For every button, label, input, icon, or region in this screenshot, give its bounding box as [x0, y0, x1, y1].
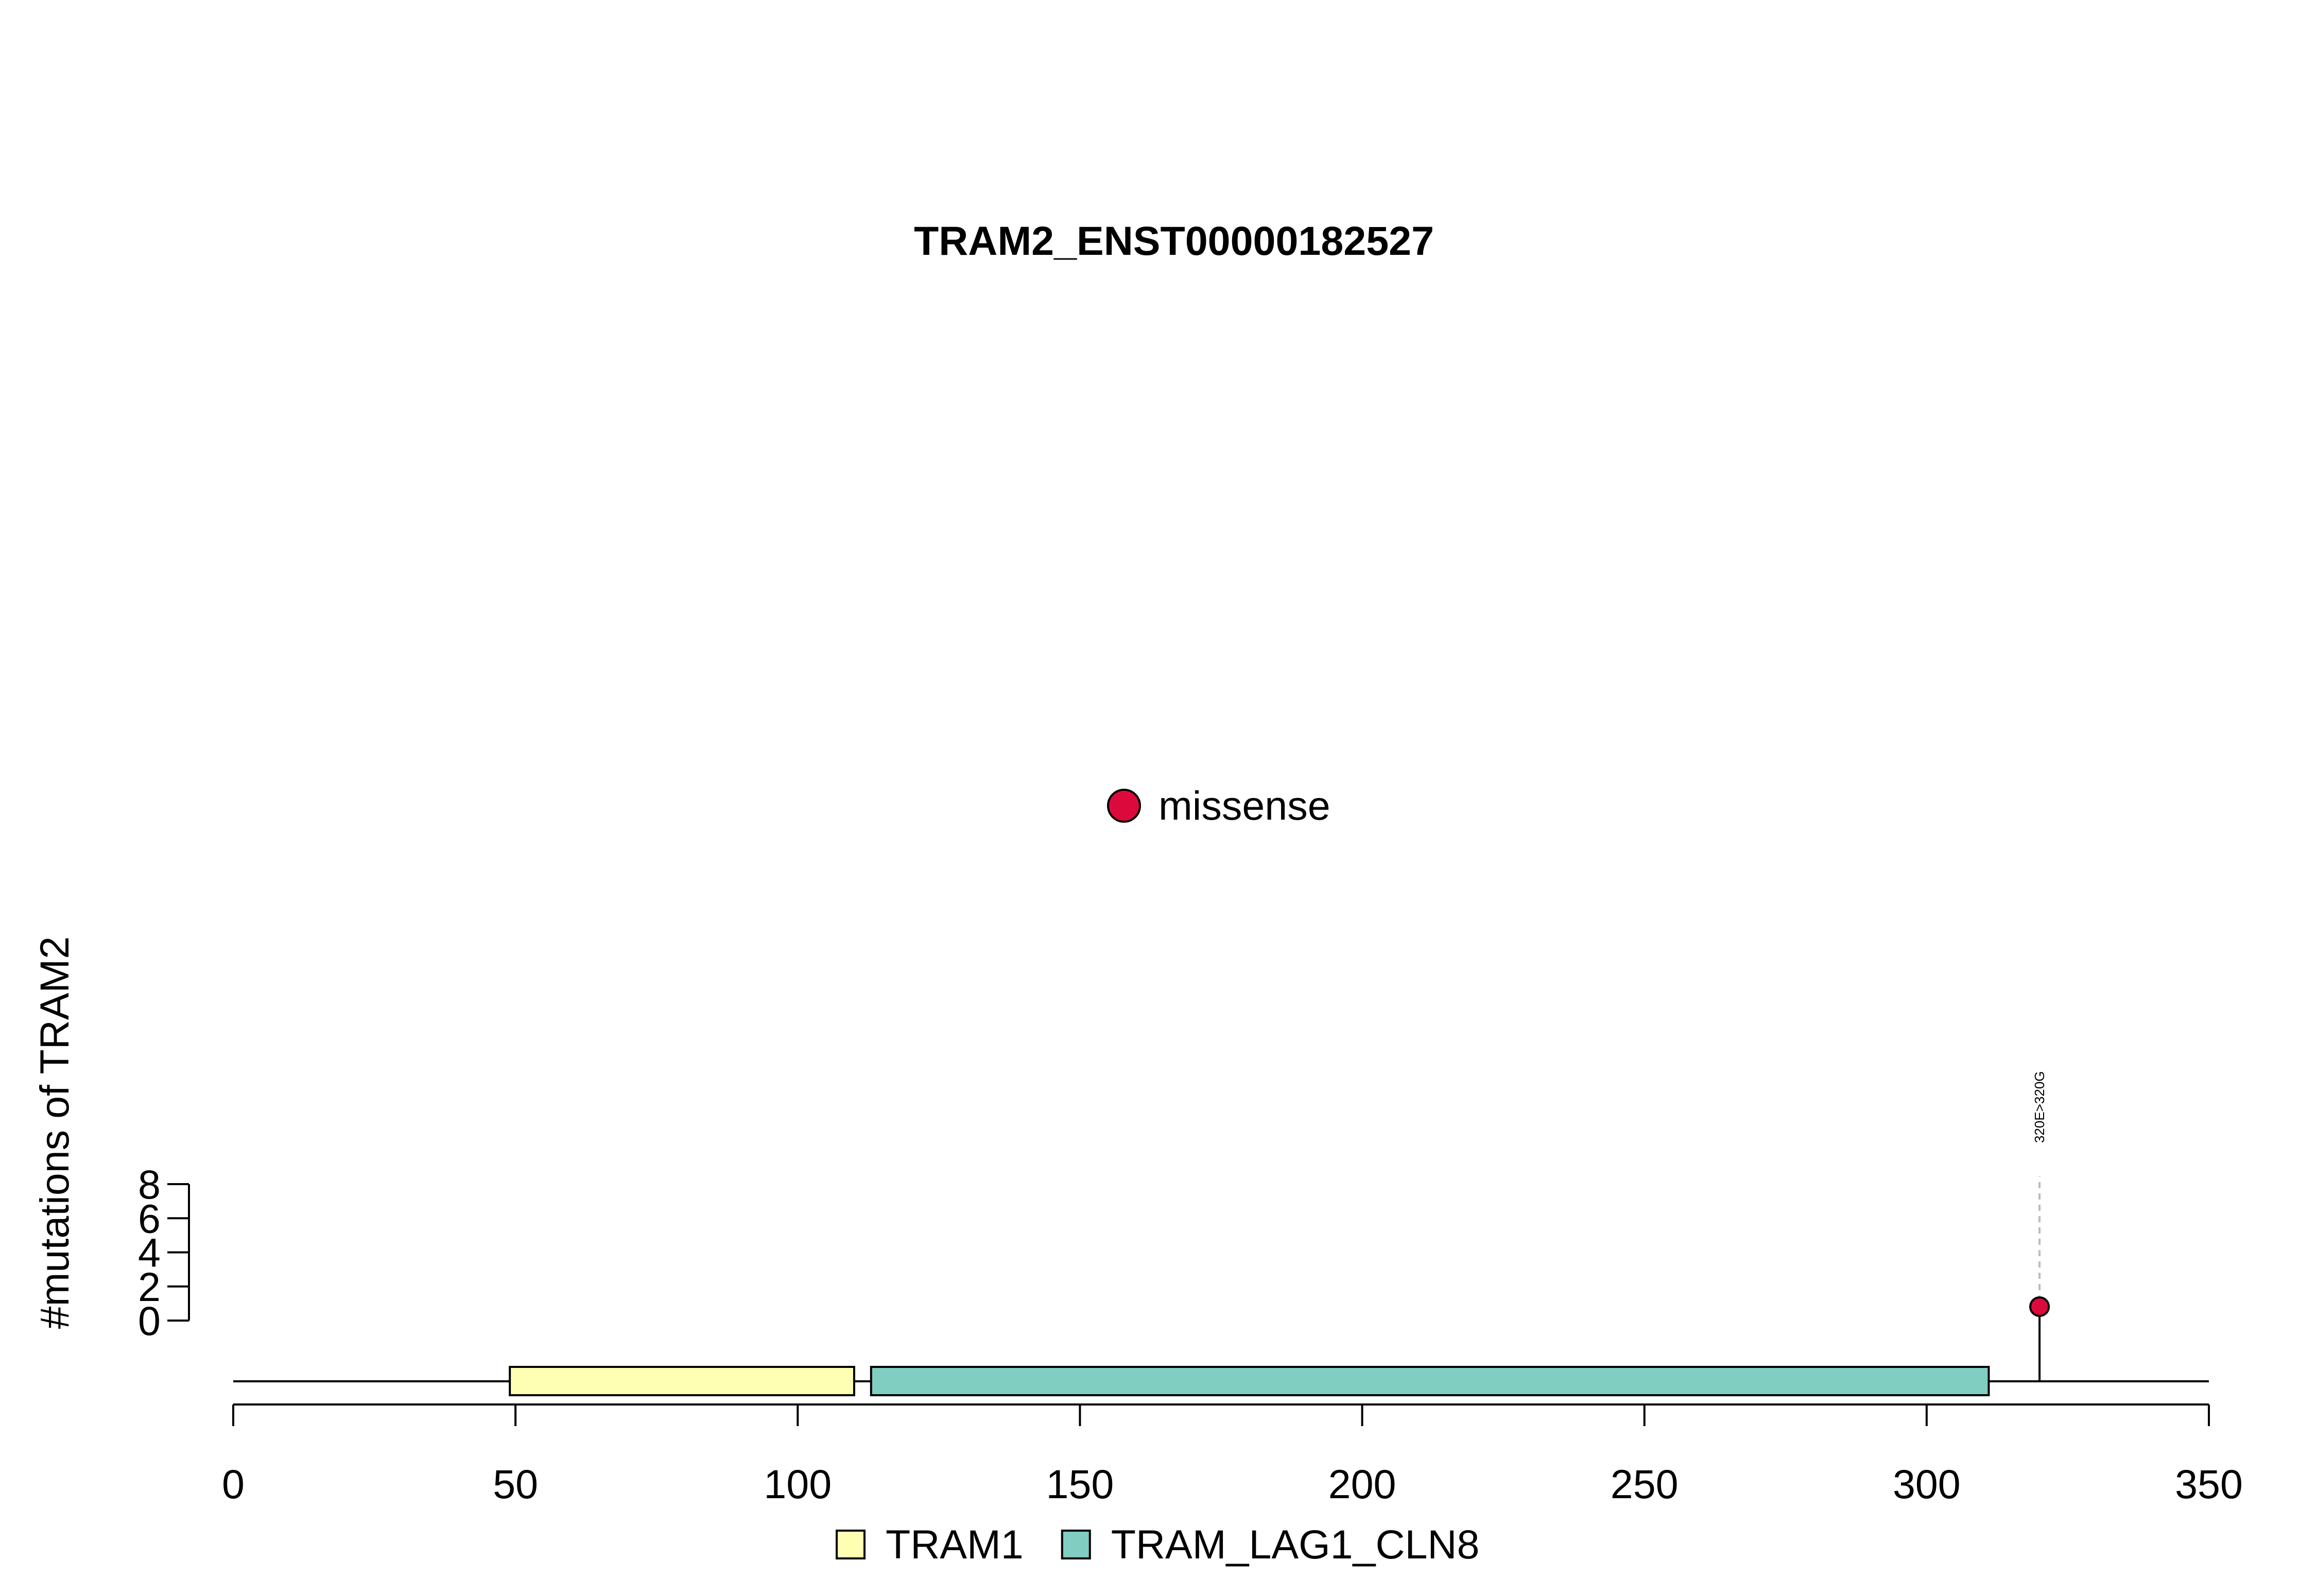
- y-tick-label-2: 2: [138, 1264, 161, 1310]
- x-tick-label-50: 50: [493, 1461, 538, 1507]
- x-tick-label-250: 250: [1611, 1461, 1679, 1507]
- y-axis-label: #mutations of TRAM2: [31, 936, 77, 1329]
- mutation-label: 320E>320G: [2032, 1071, 2047, 1143]
- x-tick-label-350: 350: [2175, 1461, 2243, 1507]
- y-tick-label-6: 6: [138, 1195, 161, 1241]
- y-tick-label-0: 0: [138, 1298, 161, 1344]
- legend-swatch-TRAM_LAG1_CLN8: [1061, 1530, 1091, 1559]
- domain-legend: TRAM1 TRAM_LAG1_CLN8: [836, 1521, 1480, 1567]
- lollipop-head: [2029, 1296, 2050, 1317]
- domain-TRAM1: [509, 1366, 855, 1396]
- y-tick-label-8: 8: [138, 1161, 161, 1207]
- domain-TRAM_LAG1_CLN8: [870, 1366, 1990, 1396]
- chart-title: TRAM2_ENST00000182527: [914, 218, 1434, 264]
- legend-swatch-TRAM1: [836, 1530, 866, 1559]
- x-tick-label-0: 0: [222, 1461, 245, 1507]
- x-axis: 0 50 100 150 200 250 300 350: [222, 1403, 2243, 1507]
- x-tick-label-100: 100: [764, 1461, 832, 1507]
- protein-domains: [509, 1366, 1990, 1396]
- legend-marker-missense: [1107, 789, 1141, 823]
- y-tick-label-4: 4: [138, 1230, 161, 1276]
- x-tick-label-200: 200: [1328, 1461, 1396, 1507]
- x-tick-label-300: 300: [1893, 1461, 1961, 1507]
- legend-label-TRAM_LAG1_CLN8: TRAM_LAG1_CLN8: [1111, 1521, 1480, 1567]
- legend-label-missense: missense: [1158, 783, 1330, 828]
- mutation-lollipops: 320E>320G: [2029, 1071, 2050, 1381]
- legend-label-TRAM1: TRAM1: [886, 1521, 1024, 1567]
- mutation-type-legend: missense: [1107, 783, 1330, 828]
- x-tick-label-150: 150: [1046, 1461, 1114, 1507]
